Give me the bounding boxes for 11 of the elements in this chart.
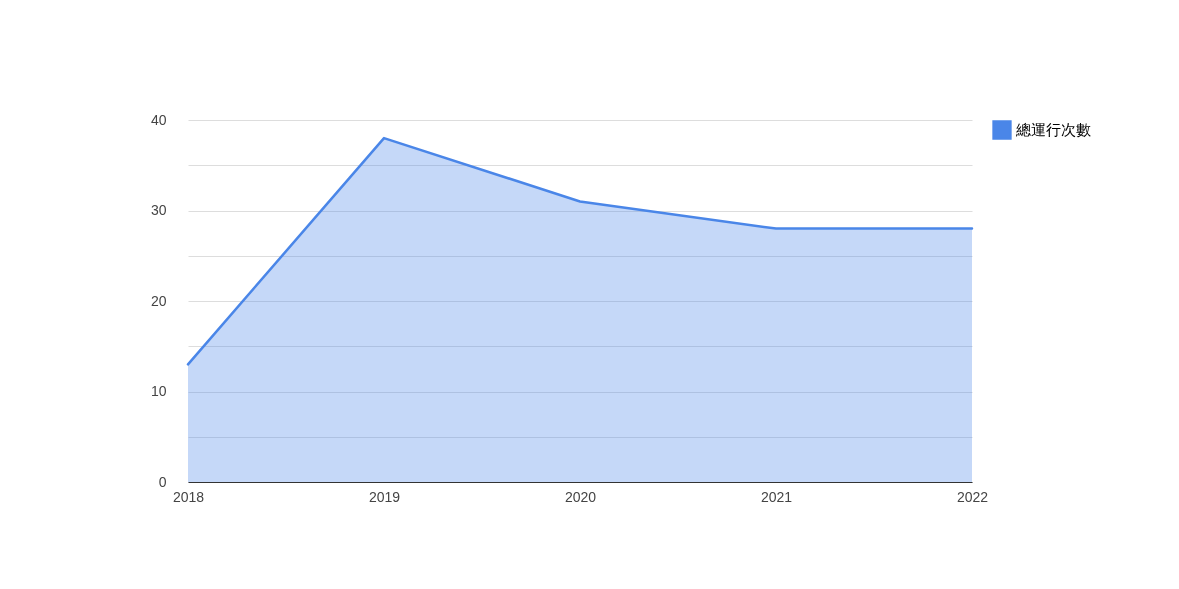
y-tick-label: 10 bbox=[150, 383, 167, 399]
x-tick-label: 2019 bbox=[368, 488, 401, 505]
x-tick-label: 2018 bbox=[172, 488, 205, 505]
legend-label: 總運行次數 bbox=[1015, 121, 1091, 138]
y-tick-label: 30 bbox=[150, 202, 167, 218]
y-tick-label: 20 bbox=[150, 292, 167, 309]
x-tick-label: 2021 bbox=[760, 488, 793, 505]
x-tick-label: 2022 bbox=[956, 488, 989, 505]
x-tick-label: 2020 bbox=[564, 488, 597, 505]
y-tick-label: 0 bbox=[158, 473, 167, 490]
y-tick-label: 40 bbox=[150, 111, 167, 128]
